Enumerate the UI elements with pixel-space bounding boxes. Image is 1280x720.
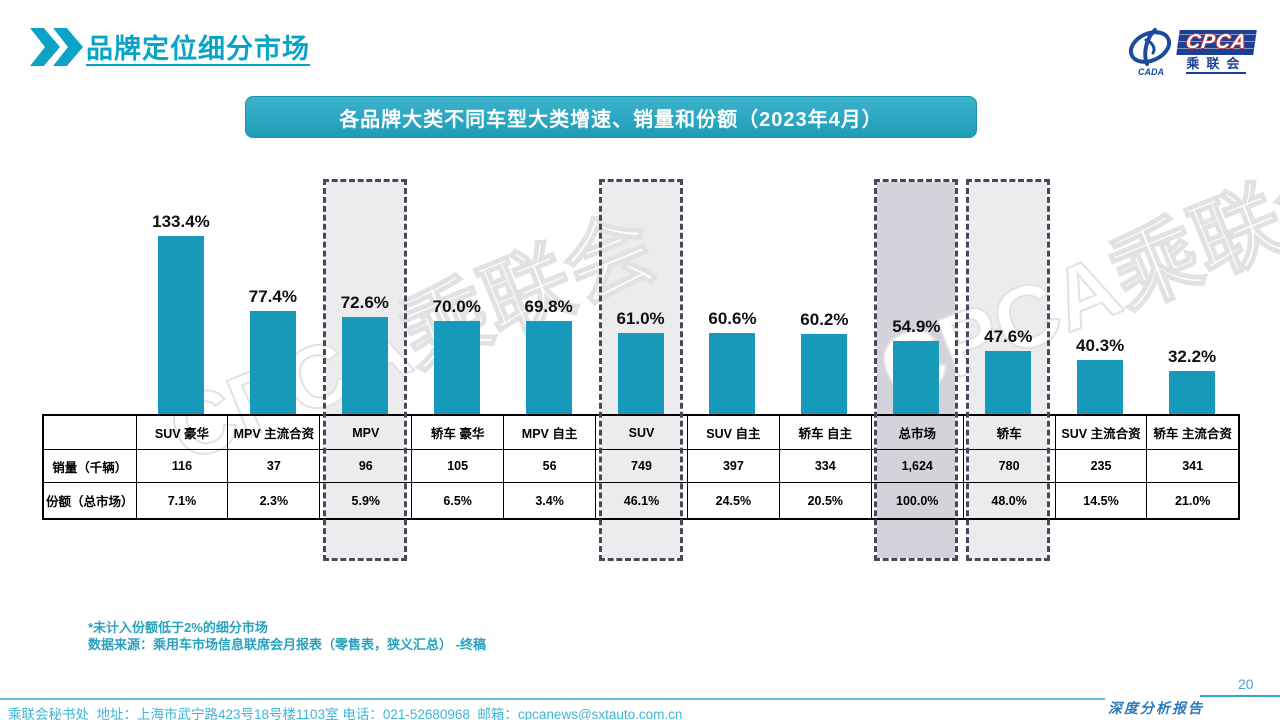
table-corner-cell [42, 414, 137, 450]
bar [157, 236, 204, 414]
table-header-cell: SUV 豪华 [135, 414, 229, 450]
bar-value-label: 54.9% [892, 317, 941, 336]
table-cell: 235 [1054, 449, 1148, 483]
report-label: 深度分析报告 [1108, 702, 1204, 717]
table-header-cell: 轿车 自主 [778, 414, 872, 450]
table-cell: 749 [595, 449, 688, 483]
cpca-logo: CADA CPCA 乘联会 [1126, 24, 1257, 80]
bar-value-label: 61.0% [616, 309, 665, 328]
table-row-label: 销量（千辆） [42, 449, 137, 483]
table-header-cell: 轿车 豪华 [411, 414, 505, 450]
bar-value-label: 77.4% [248, 287, 297, 306]
table-cell: 20.5% [778, 482, 872, 520]
table-header-cell: MPV 自主 [503, 414, 597, 450]
table-cell: 37 [227, 449, 321, 483]
table-cell: 397 [686, 449, 780, 483]
bar-value-label: 47.6% [984, 327, 1033, 346]
page-number: 20 [1238, 676, 1254, 692]
table-cell: 780 [962, 449, 1056, 483]
table-cell: 1,624 [870, 449, 964, 483]
bar-value-label: 60.2% [800, 310, 849, 329]
bar-value-label: 70.0% [432, 297, 481, 316]
banner-title: 各品牌大类不同车型大类增速、销量和份额（2023年4月） [245, 96, 977, 138]
bar [249, 311, 296, 414]
table-header-cell: MPV 主流合资 [227, 414, 321, 450]
table-cell: 2.3% [227, 482, 321, 520]
footer-divider [0, 698, 1105, 700]
table-header-cell: SUV 主流合资 [1054, 414, 1148, 450]
table-header-cell: SUV [595, 414, 688, 450]
bar [709, 333, 756, 414]
table-cell: 341 [1146, 449, 1240, 483]
table-cell: 21.0% [1146, 482, 1240, 520]
bar [801, 334, 848, 414]
bar-value-label: 69.8% [524, 297, 573, 316]
table-header-cell: MPV [319, 414, 413, 450]
table-row-label: 份额（总市场） [42, 482, 137, 520]
bar-value-label: 133.4% [152, 212, 210, 231]
bar-value-label: 72.6% [340, 293, 389, 312]
bar [893, 341, 940, 414]
table-cell: 96 [319, 449, 413, 483]
report-divider-right [1200, 695, 1280, 697]
bar [617, 333, 664, 414]
bar [433, 321, 480, 414]
table-header-cell: 总市场 [870, 414, 964, 450]
table-cell: 48.0% [962, 482, 1056, 520]
table-cell: 105 [411, 449, 505, 483]
bar [1077, 360, 1124, 414]
logo-cada-text: CADA [1138, 67, 1164, 77]
bar-value-label: 60.6% [708, 309, 757, 328]
footnote-line1: *未计入份额低于2%的细分市场 [88, 620, 268, 635]
footer-contact-text: 乘联会秘书处 地址：上海市武宁路423号18号楼1103室 电话：021-526… [8, 707, 683, 720]
table-cell: 24.5% [686, 482, 780, 520]
table-cell: 56 [503, 449, 597, 483]
bar [1169, 371, 1216, 414]
cpca-ellipse-icon: CADA [1126, 26, 1174, 78]
bar [341, 317, 388, 414]
table-cell: 6.5% [411, 482, 505, 520]
table-cell: 100.0% [870, 482, 964, 520]
data-table: SUV 豪华 MPV 主流合资 MPV 轿车 豪华 MPV 自主 SUV SUV 自主 轿车 … [42, 414, 1240, 520]
logo-cn-text: 乘联会 [1186, 56, 1247, 75]
page-title: 品牌定位细分市场 [86, 34, 310, 64]
bar [985, 351, 1032, 414]
bar-value-label: 40.3% [1076, 336, 1125, 355]
bar [525, 321, 572, 414]
table-cell: 334 [778, 449, 872, 483]
table-header-cell: 轿车 [962, 414, 1056, 450]
footnote-line2: 数据来源：乘用车市场信息联席会月报表（零售表，狭义汇总） -终稿 [88, 637, 486, 652]
table-cell: 14.5% [1054, 482, 1148, 520]
table-cell: 46.1% [595, 482, 688, 520]
table-cell: 5.9% [319, 482, 413, 520]
table-header-cell: SUV 自主 [686, 414, 780, 450]
table-cell: 7.1% [135, 482, 229, 520]
bar-value-label: 32.2% [1167, 347, 1217, 366]
table-header-cell: 轿车 主流合资 [1146, 414, 1240, 450]
table-cell: 3.4% [503, 482, 597, 520]
table-cell: 116 [135, 449, 229, 483]
